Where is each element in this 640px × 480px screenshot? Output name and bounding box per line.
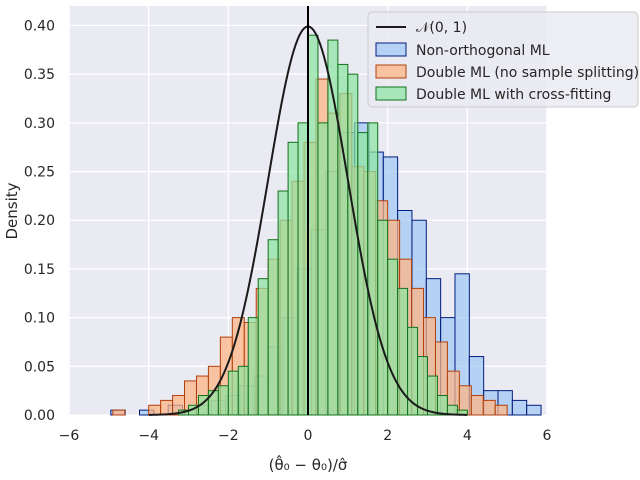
- histogram-bar: [347, 73, 359, 416]
- legend-series-label: Non-orthogonal ML: [416, 43, 550, 59]
- series-bars-3: [178, 34, 468, 416]
- histogram-bar: [112, 409, 126, 416]
- histogram-bar: [237, 365, 249, 416]
- histogram-bar: [526, 404, 542, 416]
- x-tick-label: 0: [304, 428, 313, 444]
- x-tick-label: −6: [59, 428, 80, 444]
- x-tick-label: −4: [138, 428, 159, 444]
- legend-swatch: [375, 42, 407, 57]
- histogram-bar: [482, 399, 496, 416]
- y-tick-label: 0.00: [24, 408, 55, 424]
- legend-curve-label: 𝒩(0, 1): [416, 20, 467, 36]
- y-axis-ticks: 0.00 0.05 0.10 0.15 0.20 0.25 0.30 0.35 0.40: [24, 18, 55, 424]
- histogram-bar: [148, 404, 162, 416]
- y-tick-label: 0.15: [24, 262, 55, 278]
- y-tick-label: 0.30: [24, 116, 55, 132]
- histogram-bar: [267, 239, 279, 416]
- y-tick-label: 0.05: [24, 359, 55, 375]
- legend-series-label: Double ML with cross-fitting: [416, 87, 611, 103]
- y-tick-label: 0.35: [24, 67, 55, 83]
- legend-swatch: [375, 64, 407, 79]
- x-tick-label: 2: [383, 428, 392, 444]
- histogram-bar: [227, 370, 239, 416]
- histogram-bar: [287, 141, 299, 416]
- histogram-bar: [207, 390, 219, 416]
- histogram-bar: [317, 122, 329, 416]
- histogram-bar: [357, 132, 369, 416]
- histogram-bar: [377, 219, 389, 416]
- histogram-bar: [436, 395, 448, 416]
- histogram-bar: [297, 122, 309, 416]
- histogram-bar: [494, 404, 508, 416]
- legend-frame: [367, 11, 639, 108]
- x-tick-label: 6: [543, 428, 552, 444]
- y-axis-title: Density: [3, 182, 21, 239]
- x-axis-ticks: −6 −4 −2 0 2 4 6: [59, 428, 552, 444]
- histogram-bar: [217, 385, 229, 416]
- histogram-bar: [387, 258, 399, 416]
- legend-series-label: Double ML (no sample splitting): [416, 65, 639, 81]
- histogram-bars: [110, 34, 542, 416]
- legend: 𝒩(0, 1) Non-orthogonal ML Double ML (no sa…: [367, 11, 639, 108]
- x-tick-label: 4: [463, 428, 472, 444]
- legend-swatch: [375, 86, 407, 101]
- y-tick-label: 0.25: [24, 165, 55, 181]
- histogram-bar: [367, 122, 379, 416]
- x-axis-title: (θ̂₀ − θ₀)/σ̂: [269, 454, 348, 474]
- histogram-bar: [247, 317, 259, 416]
- histogram-bar: [427, 375, 438, 416]
- histogram-bar: [511, 399, 528, 416]
- histogram-bar: [470, 395, 484, 416]
- histogram-bar: [160, 399, 174, 416]
- histogram-bar: [277, 190, 289, 416]
- y-tick-label: 0.10: [24, 311, 55, 327]
- x-tick-label: −2: [218, 428, 239, 444]
- histogram-bar: [307, 34, 319, 416]
- histogram-bar: [257, 278, 269, 416]
- y-tick-label: 0.20: [24, 213, 55, 229]
- histogram-bar: [337, 63, 349, 416]
- y-tick-label: 0.40: [24, 18, 55, 34]
